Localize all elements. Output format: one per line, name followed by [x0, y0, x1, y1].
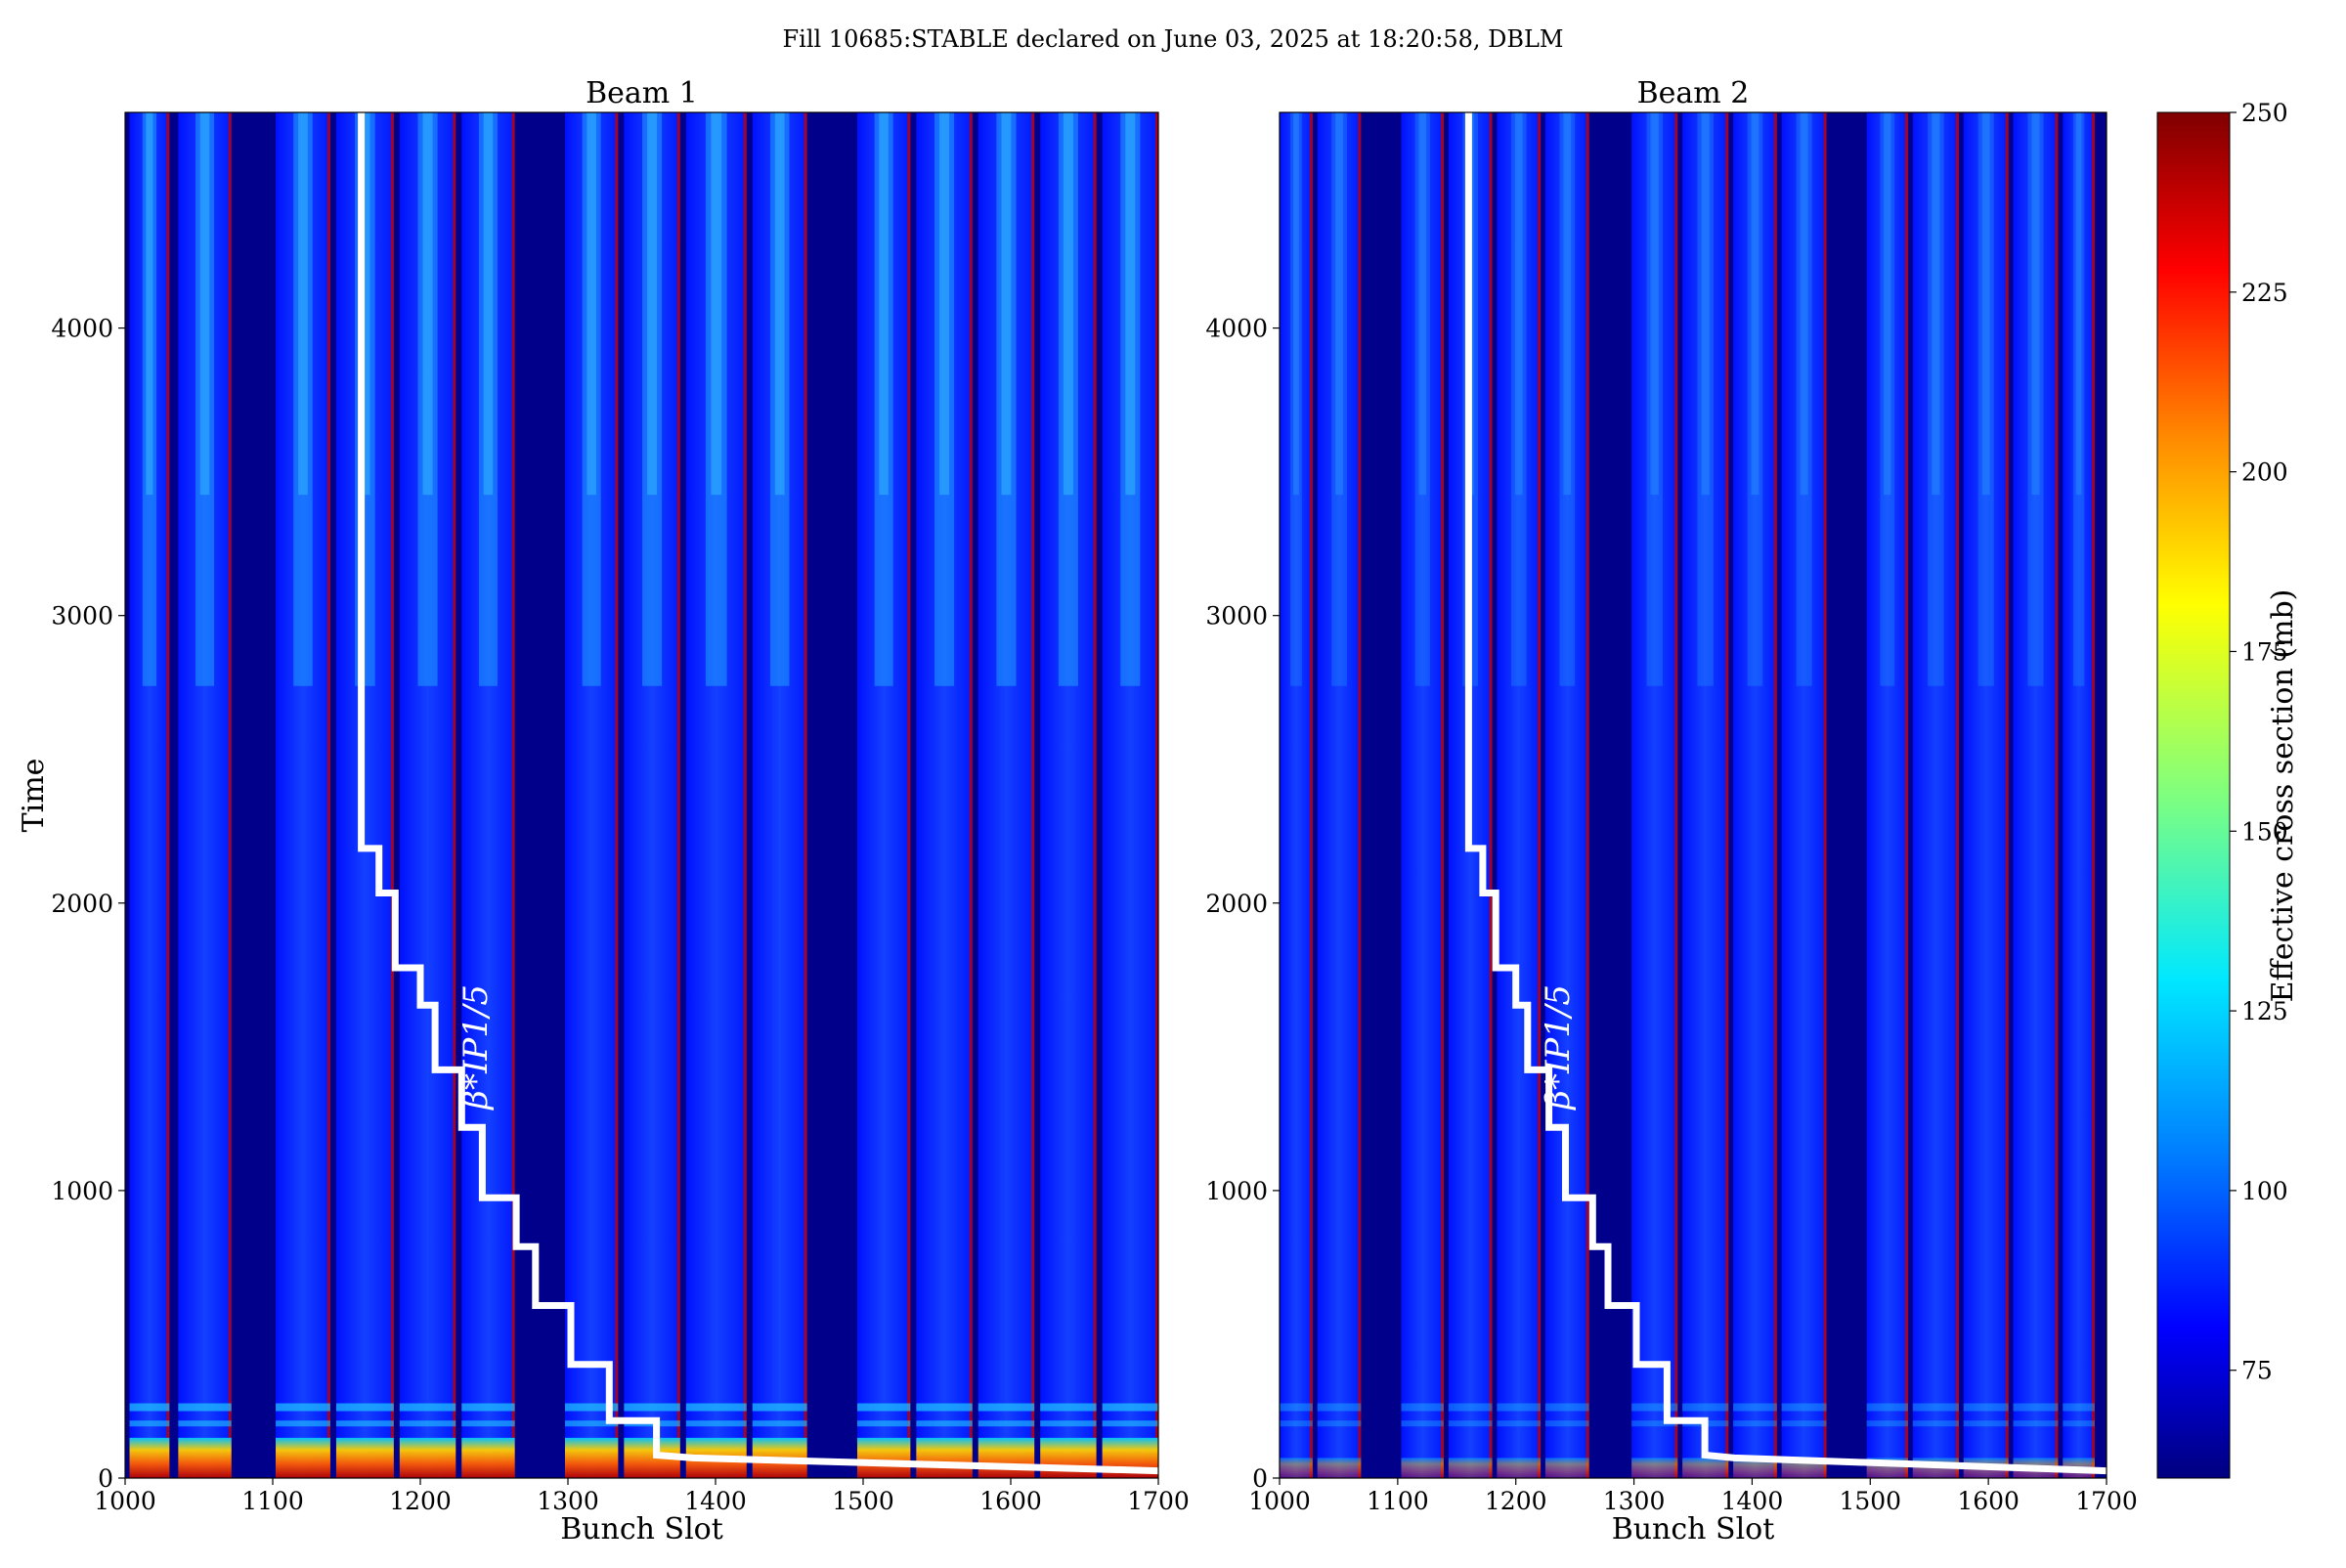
- x-tick-label: 1400: [684, 1487, 747, 1515]
- beam-1-panel: β*IP1/5 1000 1100 1200 1300 1400 1500 1600 1700 0…: [17, 76, 1190, 1546]
- x-axis-label: Bunch Slot: [1612, 1512, 1775, 1546]
- y-tick-label: 4000: [51, 315, 113, 343]
- panel-title: Beam 1: [586, 76, 698, 110]
- colorbar-tick-label: 200: [2241, 458, 2288, 487]
- y-tick-label: 0: [1252, 1464, 1268, 1493]
- bunch-train: [1544, 112, 1589, 1478]
- x-tick-label: 1200: [1485, 1487, 1547, 1515]
- x-tick-label: 1500: [832, 1487, 894, 1515]
- beam-2-panel: β*IP1/5 1000 1100 1200 1300 1400 1500 1600 1700 0…: [1205, 76, 2137, 1546]
- colorbar-tick-label: 100: [2241, 1177, 2288, 1205]
- x-tick-label: 1100: [1367, 1487, 1429, 1515]
- x-tick-label: 1300: [1603, 1487, 1666, 1515]
- bunch-train: [1733, 112, 1777, 1478]
- bunch-train: [1631, 112, 1678, 1478]
- axes-frame: [1279, 111, 2107, 1479]
- bunch-train: [564, 112, 619, 1478]
- x-tick-label: 1000: [1248, 1487, 1311, 1515]
- y-tick-label: 1000: [51, 1177, 113, 1205]
- colorbar-tick-label: 250: [2241, 99, 2288, 127]
- panel-title: Beam 2: [1637, 76, 1750, 110]
- bunch-train: [399, 112, 456, 1478]
- bunch-train: [624, 112, 680, 1478]
- x-tick-label: 1400: [1721, 1487, 1784, 1515]
- x-tick-label: 1300: [537, 1487, 599, 1515]
- y-tick-label: 3000: [51, 602, 113, 631]
- bunch-train: [752, 112, 807, 1478]
- axes-frame: [124, 111, 1159, 1479]
- bunch-train: [1280, 112, 1313, 1478]
- bunch-train: [276, 112, 330, 1478]
- beta-star-annotation: β*IP1/5: [1539, 984, 1578, 1111]
- y-tick-label: 0: [98, 1464, 113, 1493]
- colorbar-gradient: [2156, 111, 2231, 1479]
- y-axis-label: Time: [17, 759, 51, 833]
- bunch-train: [978, 112, 1035, 1478]
- colorbar-tick-label: 225: [2241, 279, 2288, 307]
- bunch-train: [461, 112, 515, 1478]
- beta-star-step-line: [358, 112, 1158, 1475]
- heatmap-area: [125, 112, 1158, 1478]
- bunch-train: [1401, 112, 1444, 1478]
- bunch-train: [2013, 112, 2059, 1478]
- y-tick-label: 3000: [1205, 602, 1268, 631]
- bunch-train: [1102, 112, 1158, 1478]
- bunch-train: [2063, 112, 2095, 1478]
- x-tick-label: 1500: [1839, 1487, 1901, 1515]
- bunch-train: [1040, 112, 1097, 1478]
- beta-star-annotation: β*IP1/5: [456, 984, 496, 1111]
- figure-suptitle: Fill 10685:STABLE declared on June 03, 2…: [782, 25, 1563, 53]
- colorbar-tick-label: 75: [2241, 1357, 2273, 1385]
- x-tick-label: 1000: [94, 1487, 156, 1515]
- bunch-train: [1912, 112, 1959, 1478]
- bunch-train: [1317, 112, 1362, 1478]
- colorbar-tick-label: 150: [2241, 817, 2288, 846]
- colorbar-label: Effective cross section (mb): [2266, 589, 2300, 1003]
- bunch-train: [1866, 112, 1908, 1478]
- x-tick-label: 1700: [2075, 1487, 2138, 1515]
- colorbar-ticks: 75 100 125 150 175 200 225 250: [2230, 99, 2288, 1385]
- bunch-train: [1497, 112, 1542, 1478]
- y-tick-label: 4000: [1205, 315, 1268, 343]
- y-tick-label: 2000: [51, 890, 113, 918]
- bunch-train: [1781, 112, 1827, 1478]
- bunch-train: [1682, 112, 1729, 1478]
- colorbar: 75 100 125 150 175 200 225 250 Effective cross …: [2156, 99, 2300, 1479]
- x-tick-label: 1600: [979, 1487, 1042, 1515]
- x-tick-label: 1100: [241, 1487, 304, 1515]
- heatmap-area: [1280, 112, 2107, 1478]
- colorbar-tick-label: 175: [2241, 637, 2288, 666]
- bunch-train: [129, 112, 170, 1478]
- y-tick-label: 1000: [1205, 1177, 1268, 1205]
- colorbar-tick-label: 125: [2241, 997, 2288, 1025]
- y-tick-label: 2000: [1205, 890, 1268, 918]
- bunch-train: [335, 112, 394, 1478]
- beta-star-step-line: [1464, 112, 2107, 1475]
- bunch-train: [916, 112, 973, 1478]
- x-tick-label: 1700: [1127, 1487, 1190, 1515]
- bunch-train: [178, 112, 232, 1478]
- bunch-train: [1963, 112, 2009, 1478]
- bunch-train: [685, 112, 747, 1478]
- x-axis-label: Bunch Slot: [560, 1512, 723, 1546]
- x-tick-label: 1200: [389, 1487, 452, 1515]
- bunch-train: [856, 112, 911, 1478]
- x-tick-label: 1600: [1957, 1487, 2020, 1515]
